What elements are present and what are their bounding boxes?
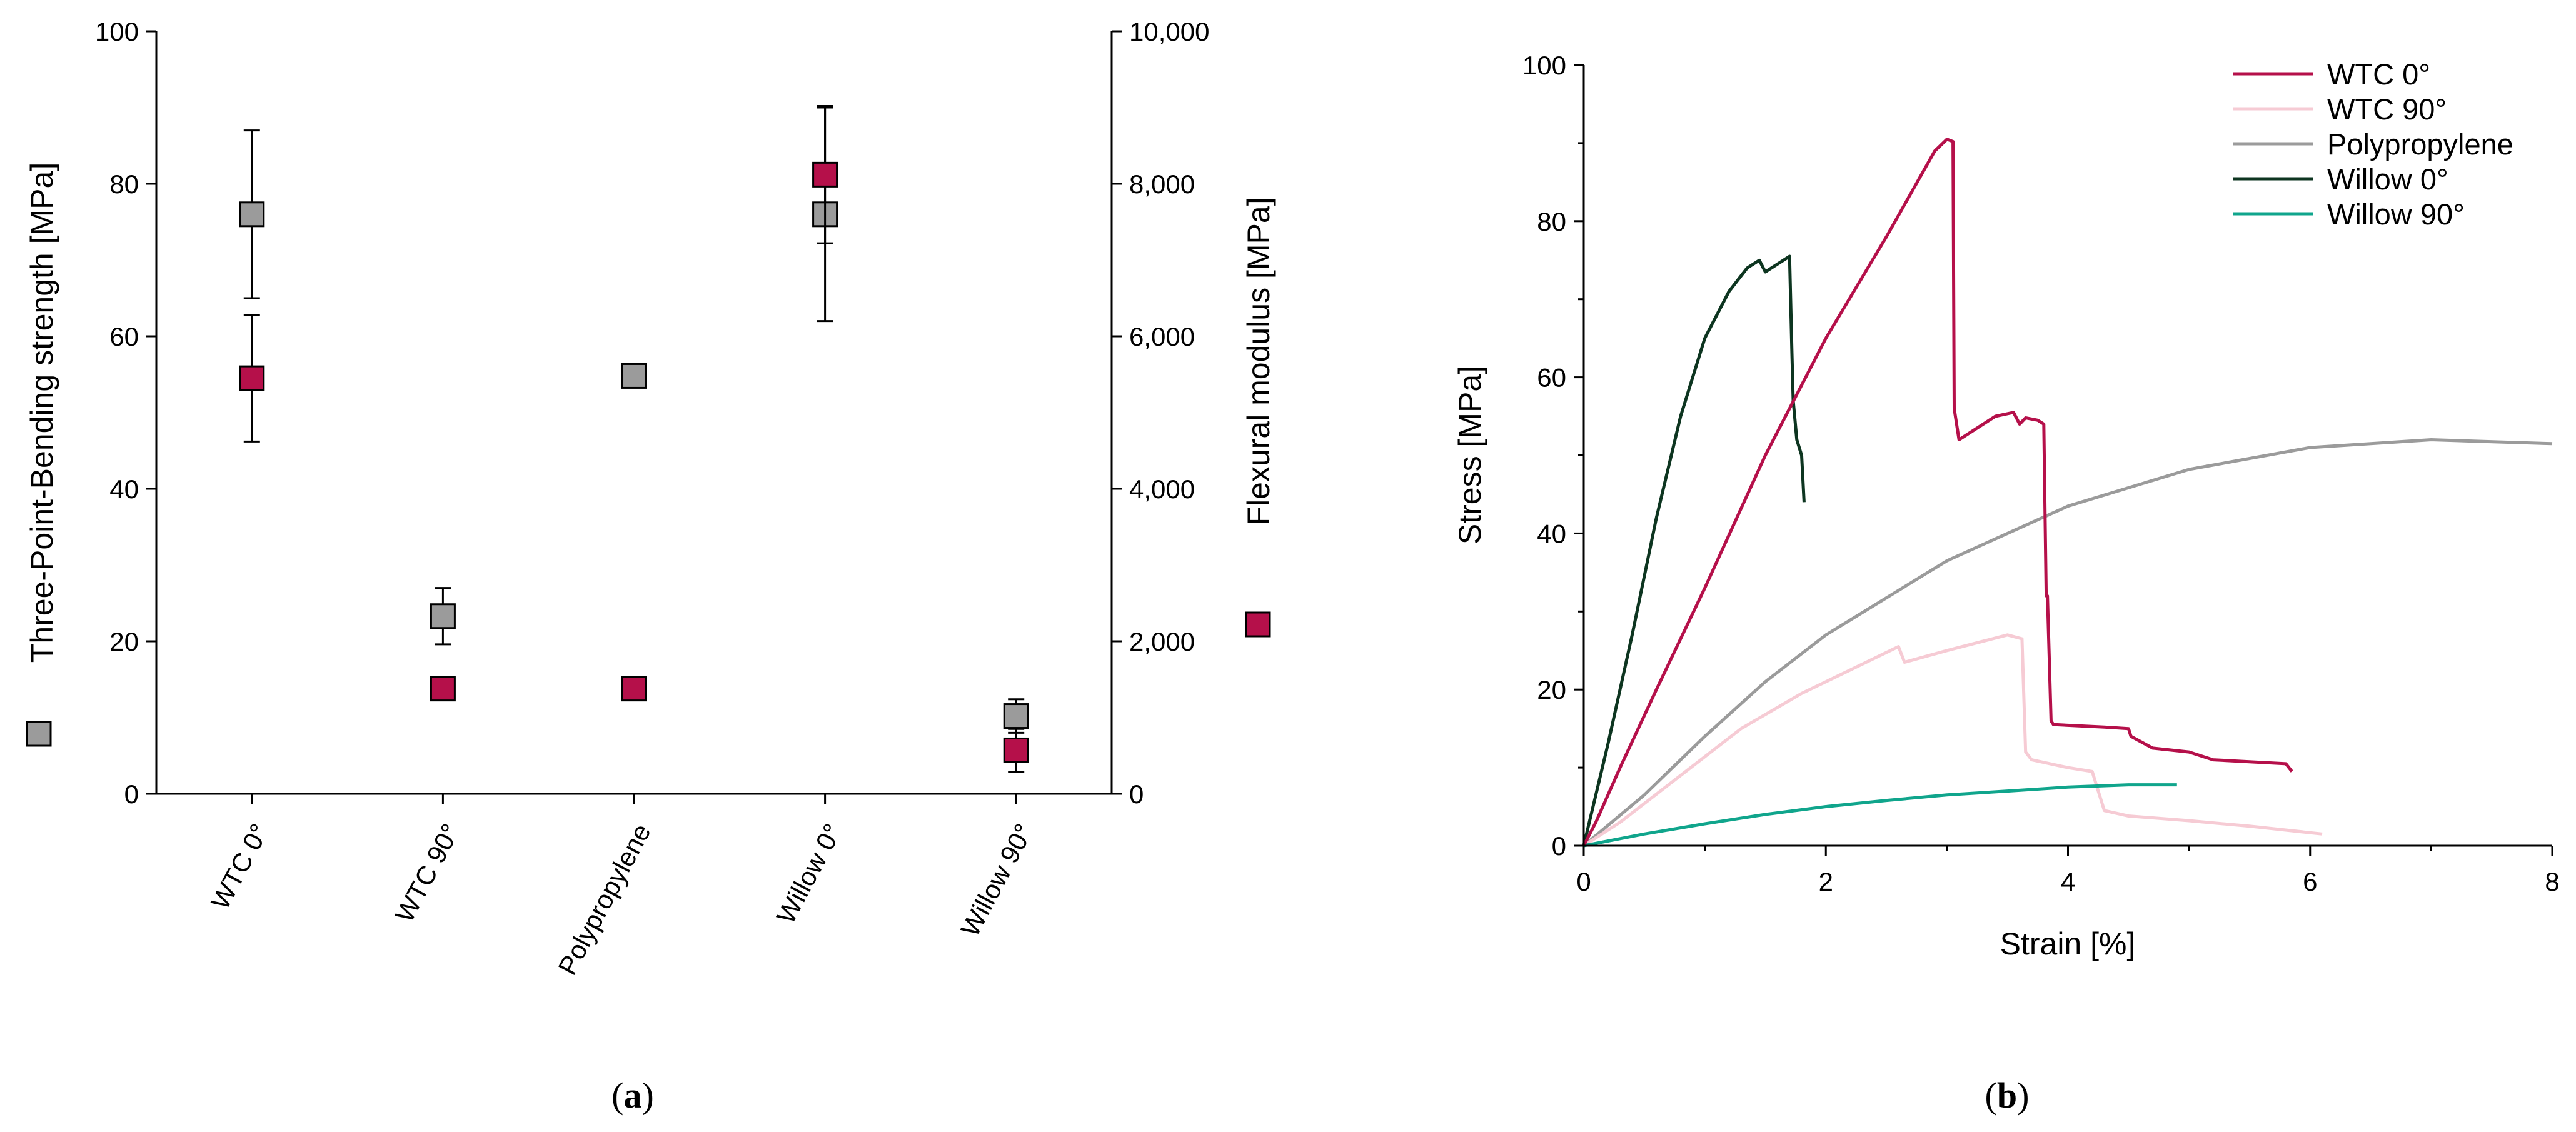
right-y-tick-label: 2,000 bbox=[1129, 627, 1195, 656]
x-tick-label: 8 bbox=[2545, 867, 2559, 896]
series-line bbox=[1582, 438, 2553, 847]
left-y-tick-label: 100 bbox=[95, 17, 139, 46]
panel-b: 0 20 40 60 80 100 0 2 4 6 8 Stress [MPa] Strain [… bbox=[1452, 51, 2560, 1116]
caption-b: (b) bbox=[1985, 1075, 2030, 1116]
right-y-tick-label: 8,000 bbox=[1129, 169, 1195, 199]
legend-label: Willow 90° bbox=[2327, 198, 2465, 231]
data-point-marker bbox=[621, 363, 647, 389]
data-point-marker bbox=[239, 201, 265, 228]
legend-marker bbox=[1245, 611, 1271, 638]
category-tick-label: Willow 0° bbox=[771, 819, 848, 928]
data-point-marker bbox=[430, 603, 456, 629]
y-ticks-b: 0 20 40 60 80 100 bbox=[1522, 51, 1584, 861]
right-y-tick-label: 0 bbox=[1129, 779, 1144, 809]
left-y-tick-label: 80 bbox=[109, 169, 139, 199]
caption-a: (a) bbox=[611, 1075, 654, 1116]
x-ticks-b: 0 2 4 6 8 bbox=[1576, 846, 2560, 896]
right-y-ticks: 0 2,000 4,000 6,000 8,000 10,000 bbox=[1112, 17, 1209, 809]
series-line bbox=[1583, 783, 2177, 848]
legend-label: Polypropylene bbox=[2327, 128, 2513, 161]
left-y-tick-label: 40 bbox=[109, 474, 139, 504]
data-point-marker bbox=[812, 161, 838, 188]
left-y-tick-label: 60 bbox=[109, 322, 139, 351]
legend-label: WTC 0° bbox=[2327, 58, 2430, 91]
left-y-axis-title: Three-Point-Bending strength [MPa] bbox=[24, 163, 59, 663]
data-point-marker bbox=[430, 676, 456, 702]
right-y-tick-label: 6,000 bbox=[1129, 322, 1195, 351]
x-tick-label: 4 bbox=[2061, 867, 2075, 896]
category-tick-label: Willow 90° bbox=[955, 819, 1039, 941]
series-line bbox=[1582, 254, 1806, 846]
y-tick-label: 80 bbox=[1537, 207, 1566, 236]
right-y-axis-title: Flexural modulus [MPa] bbox=[1241, 197, 1276, 525]
data-point-marker bbox=[239, 365, 265, 391]
category-tick-label: WTC 0° bbox=[205, 819, 274, 914]
plot-area-a bbox=[239, 105, 1029, 773]
y-tick-label: 60 bbox=[1537, 363, 1566, 393]
plot-area-b bbox=[1582, 138, 2553, 848]
category-tick-label: WTC 90° bbox=[390, 819, 466, 927]
category-tick-label: Polypropylene bbox=[552, 819, 656, 979]
y-tick-label: 0 bbox=[1552, 831, 1566, 861]
left-y-ticks: 0 20 40 60 80 100 bbox=[95, 17, 156, 809]
x-tick-label: 2 bbox=[1819, 867, 1833, 896]
data-point-marker bbox=[1003, 703, 1029, 729]
y-tick-label: 20 bbox=[1537, 675, 1566, 704]
category-ticks: WTC 0° WTC 90° Polypropylene Willow 0° Willo… bbox=[205, 794, 1039, 979]
x-tick-label: 6 bbox=[2303, 867, 2317, 896]
panel-a-legend-markers bbox=[26, 611, 1271, 747]
series-line bbox=[1582, 138, 2293, 847]
legend-marker bbox=[26, 721, 52, 747]
caption-a-letter: a bbox=[624, 1075, 642, 1116]
y-tick-label: 40 bbox=[1537, 519, 1566, 548]
legend-label: Willow 0° bbox=[2327, 163, 2448, 196]
legend-label: WTC 90° bbox=[2327, 93, 2447, 126]
data-point-marker bbox=[621, 676, 647, 702]
y-tick-label: 100 bbox=[1522, 51, 1566, 80]
right-y-tick-label: 4,000 bbox=[1129, 474, 1195, 504]
left-y-tick-label: 0 bbox=[124, 779, 139, 809]
right-y-tick-label: 10,000 bbox=[1129, 17, 1209, 46]
left-y-tick-label: 20 bbox=[109, 627, 139, 656]
caption-b-letter: b bbox=[1997, 1075, 2017, 1116]
y-axis-title-b: Stress [MPa] bbox=[1452, 366, 1487, 544]
x-axis-title-b: Strain [%] bbox=[2000, 926, 2136, 961]
series-line bbox=[1582, 633, 2323, 848]
panel-a: 0 20 40 60 80 100 0 2,000 4,000 6,000 8,000 10,000… bbox=[24, 17, 1276, 1116]
data-point-marker bbox=[1003, 737, 1029, 763]
x-tick-label: 0 bbox=[1576, 867, 1591, 896]
